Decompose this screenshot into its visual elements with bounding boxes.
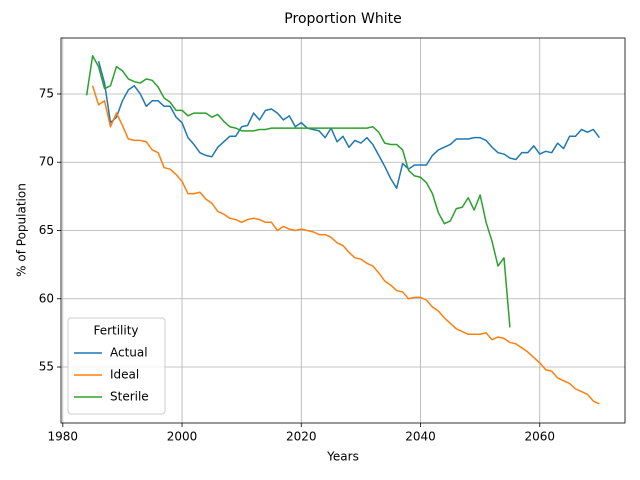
- y-tick-label: 75: [39, 86, 54, 100]
- y-axis-label: % of Population: [15, 183, 29, 277]
- legend-label: Sterile: [110, 390, 149, 404]
- line-series: [91, 85, 600, 405]
- x-tick-label: 1980: [48, 430, 79, 444]
- legend-title: Fertility: [93, 324, 138, 338]
- chart-title: Proportion White: [284, 11, 401, 27]
- x-axis-label: Years: [326, 450, 359, 464]
- x-tick-label: 2020: [286, 430, 317, 444]
- line-series: [97, 61, 600, 189]
- line-series: [85, 55, 511, 328]
- legend-label: Actual: [110, 346, 148, 360]
- y-tick-label: 55: [39, 360, 54, 374]
- y-tick-label: 70: [39, 155, 54, 169]
- x-tick-label: 2060: [524, 430, 555, 444]
- x-tick-label: 2000: [167, 430, 198, 444]
- plot-frame: [60, 37, 626, 424]
- y-tick-label: 60: [39, 291, 54, 305]
- x-tick-label: 2040: [405, 430, 436, 444]
- y-tick-label: 65: [39, 223, 54, 237]
- legend-label: Ideal: [110, 368, 139, 382]
- legend-box: [67, 317, 166, 415]
